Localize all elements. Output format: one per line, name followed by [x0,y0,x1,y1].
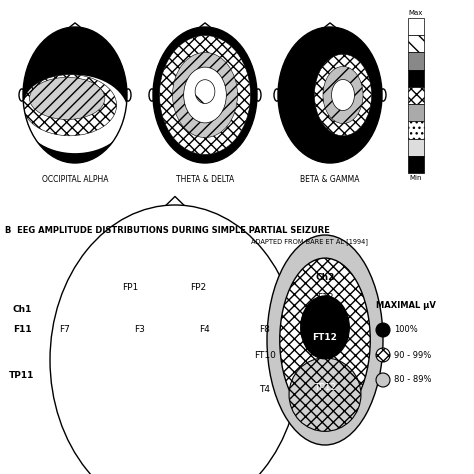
Bar [408,156,424,173]
Bar [408,104,424,121]
Ellipse shape [301,296,349,359]
Text: F8: F8 [260,326,271,335]
Bar [408,121,424,138]
Ellipse shape [50,205,300,474]
Text: Max: Max [409,10,423,16]
Text: T4: T4 [259,385,271,394]
Bar [408,53,424,70]
Text: BETA & GAMMA: BETA & GAMMA [300,175,360,184]
Bar [408,138,424,156]
Text: F3: F3 [135,326,146,335]
Ellipse shape [23,74,117,136]
Bar [408,70,424,87]
Ellipse shape [267,235,383,445]
Ellipse shape [314,54,372,136]
Text: TP12: TP12 [314,383,336,392]
Ellipse shape [153,27,257,163]
Ellipse shape [278,27,382,163]
Circle shape [376,323,390,337]
Text: ADAPTED FROM BARE ET AL [1994]: ADAPTED FROM BARE ET AL [1994] [252,238,368,245]
Ellipse shape [323,66,363,124]
Ellipse shape [173,53,237,137]
Text: Ch2: Ch2 [315,273,335,283]
Ellipse shape [289,358,361,431]
Text: Min: Min [410,175,422,181]
Text: 100%: 100% [394,326,418,335]
Circle shape [376,348,390,362]
Text: F7: F7 [60,326,71,335]
Ellipse shape [22,75,128,153]
Text: MAXIMAL μV: MAXIMAL μV [376,301,436,310]
Text: FP1: FP1 [122,283,138,292]
Text: Ch1: Ch1 [12,306,32,315]
Text: 90 - 99%: 90 - 99% [394,350,431,359]
Bar [408,87,424,104]
Ellipse shape [184,67,226,123]
Bar [408,18,424,35]
Ellipse shape [280,258,370,422]
Text: 80 - 89%: 80 - 89% [394,375,431,384]
Ellipse shape [331,80,355,110]
Text: B  EEG AMPLITUDE DISTRIBUTIONS DURING SIMPLE PARTIAL SEIZURE: B EEG AMPLITUDE DISTRIBUTIONS DURING SIM… [5,226,330,235]
Text: THETA & DELTA: THETA & DELTA [176,175,234,184]
Ellipse shape [29,77,105,119]
Text: F12: F12 [317,293,333,302]
Text: F4: F4 [200,326,210,335]
Ellipse shape [159,36,250,155]
Text: FT12: FT12 [312,334,337,343]
Ellipse shape [23,27,127,163]
Text: F11: F11 [13,326,31,335]
Text: OCCIPITAL ALPHA: OCCIPITAL ALPHA [42,175,108,184]
Circle shape [376,373,390,387]
Bar [408,35,424,53]
Text: FT10: FT10 [254,350,276,359]
Text: FP2: FP2 [190,283,206,292]
Text: TP11: TP11 [9,371,35,380]
Ellipse shape [195,80,215,103]
